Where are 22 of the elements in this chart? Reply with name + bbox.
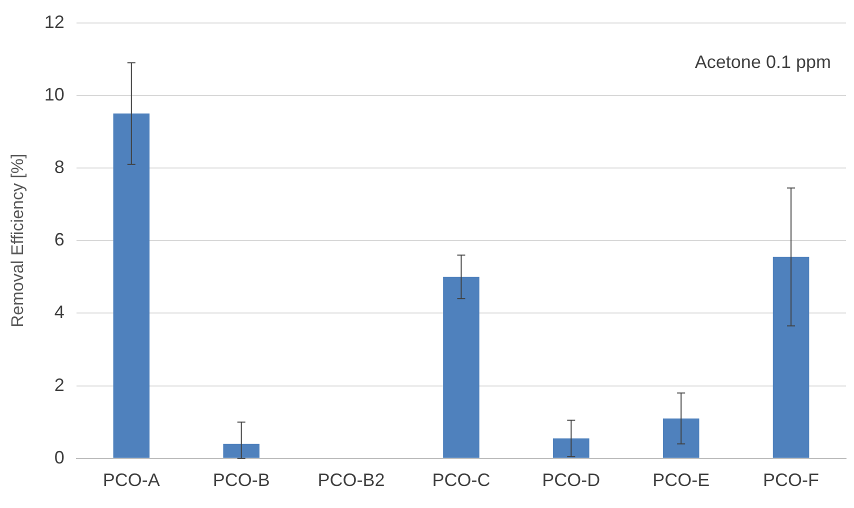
x-tick-label: PCO-F: [763, 470, 820, 490]
y-axis-title: Removal Efficiency [%]: [8, 154, 27, 328]
x-tick-label: PCO-E: [652, 470, 710, 490]
y-tick-label: 6: [54, 230, 64, 250]
bar: [443, 276, 480, 458]
bar: [772, 256, 810, 458]
x-tick-label: PCO-A: [102, 470, 160, 490]
x-tick-label: PCO-C: [432, 470, 490, 490]
annotation: Acetone 0.1 ppm: [694, 52, 831, 72]
x-tick-label: PCO-B2: [318, 470, 385, 490]
y-tick-label: 8: [54, 156, 64, 177]
x-tick-label: PCO-B: [212, 470, 270, 490]
y-tick-label: 10: [44, 84, 64, 104]
bar: [223, 444, 260, 458]
bar: [113, 114, 150, 458]
y-tick-label: 4: [54, 302, 64, 322]
y-tick-label: 0: [54, 447, 64, 468]
bar: [662, 418, 700, 458]
y-tick-label: 2: [54, 374, 64, 395]
y-tick-label: 12: [44, 12, 64, 32]
x-tick-label: PCO-D: [542, 470, 600, 490]
bar: [553, 438, 590, 458]
